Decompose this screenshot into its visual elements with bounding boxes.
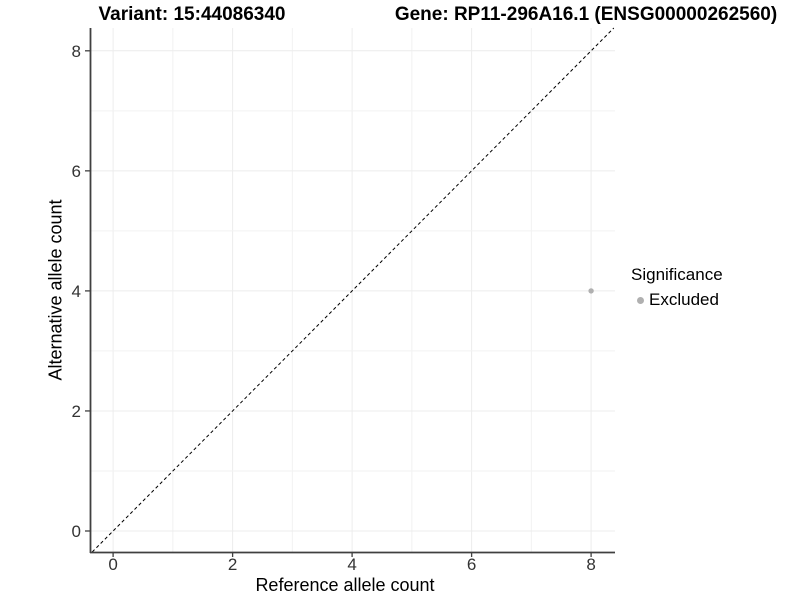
data-point	[588, 288, 594, 294]
identity-line	[91, 27, 615, 553]
x-tick-label: 6	[467, 555, 476, 574]
x-tick-label: 4	[347, 555, 356, 574]
y-tick-label: 6	[72, 162, 81, 181]
x-tick-label: 8	[586, 555, 595, 574]
x-axis-title: Reference allele count	[255, 575, 435, 595]
gene-title: Gene: RP11-296A16.1 (ENSG00000262560)	[394, 4, 778, 25]
legend-item-label: Excluded	[649, 290, 719, 309]
y-tick-label: 4	[72, 282, 81, 301]
legend-title: Significance	[631, 265, 723, 284]
y-axis-title: Alternative allele count	[45, 199, 66, 381]
x-tick-label: 0	[108, 555, 117, 574]
y-tick-label: 8	[72, 42, 81, 61]
variant-title: Variant: 15:44086340	[98, 4, 286, 25]
excluded-point-icon	[637, 296, 644, 304]
x-tick-label: 2	[228, 555, 237, 574]
y-tick-label: 2	[72, 402, 81, 421]
legend-item-excluded: Excluded	[631, 290, 723, 309]
legend: Significance Excluded	[631, 265, 723, 310]
y-tick-label: 0	[72, 522, 81, 541]
